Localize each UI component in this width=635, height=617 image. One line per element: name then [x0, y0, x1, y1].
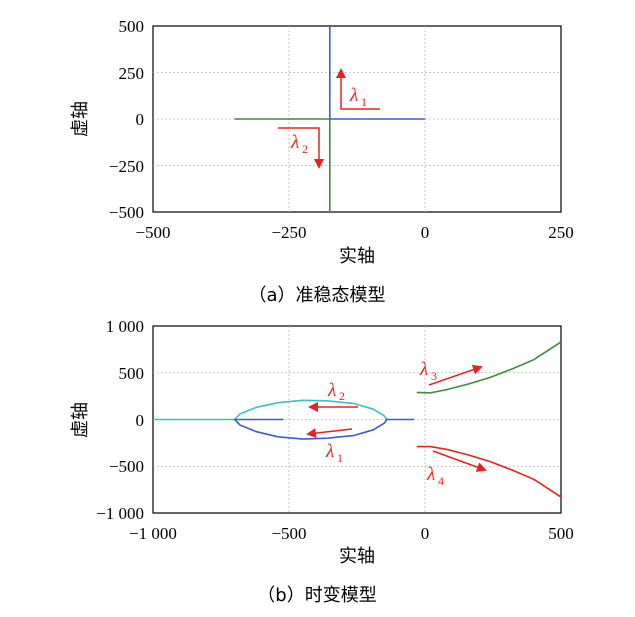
annotation-label: λ [426, 464, 435, 485]
panel-b: −1 000 −500 0 500 1 000 500 0 −500 −1 00… [70, 317, 574, 606]
annotation-label: λ [327, 380, 336, 401]
annotation-lambda-2-a: λ 2 [278, 127, 324, 169]
series-line-3 [416, 341, 562, 394]
x-tick-labels-b: −1 000 −500 0 500 [129, 524, 574, 543]
x-tick-label: 500 [548, 524, 574, 543]
y-tick-labels-a: 500 250 0 −250 −500 [109, 17, 144, 222]
annotation-subscript: 2 [302, 142, 308, 156]
annotation-subscript: 1 [337, 451, 343, 465]
x-tick-label: −250 [271, 223, 306, 242]
x-axis-label-a: 实轴 [339, 246, 375, 267]
y-tick-label: −500 [109, 203, 144, 222]
series-line-4 [416, 445, 562, 498]
y-tick-label: 250 [119, 64, 145, 83]
caption-b: （b）时变模型 [257, 585, 376, 606]
y-tick-label: 500 [119, 364, 145, 383]
y-tick-label: 0 [136, 110, 145, 129]
annotation-arrow [432, 450, 487, 472]
x-tick-label: −1 000 [129, 524, 177, 543]
y-tick-labels-b: 1 000 500 0 −500 −1 000 [96, 317, 144, 523]
caption-a: （a）准稳态模型 [248, 285, 385, 306]
y-tick-label: −1 000 [96, 504, 144, 523]
x-tick-label: 0 [421, 524, 430, 543]
series-group-b [153, 341, 562, 498]
annotation-label: λ [349, 85, 358, 106]
annotation-lambda-1-b: λ 1 [306, 428, 353, 465]
annotation-arrow [428, 364, 483, 386]
series-line-2 [234, 118, 331, 212]
y-tick-label: 1 000 [106, 317, 144, 336]
annotation-label: λ [419, 359, 428, 380]
y-tick-label: −500 [109, 457, 144, 476]
annotation-arrow [336, 68, 380, 110]
y-tick-label: 500 [119, 17, 145, 36]
annotation-lambda-3-b: λ 3 [419, 359, 483, 386]
annotation-subscript: 2 [339, 389, 345, 403]
y-tick-label: −250 [109, 157, 144, 176]
annotation-lambda-2-b: λ 2 [308, 380, 358, 412]
annotation-arrow [306, 428, 353, 439]
annotation-label: λ [325, 441, 334, 462]
annotation-subscript: 1 [361, 95, 367, 109]
x-tick-label: −500 [271, 524, 306, 543]
x-tick-labels-a: −500 −250 0 250 [135, 223, 573, 242]
y-axis-label-a: 虚轴 [70, 101, 91, 137]
series-line-1 [153, 399, 388, 421]
annotation-arrow [278, 127, 324, 169]
series-group-a [234, 26, 425, 212]
y-axis-label-b: 虚轴 [70, 402, 91, 438]
x-tick-label: −500 [135, 223, 170, 242]
series-line-2 [233, 418, 415, 440]
y-tick-label: 0 [136, 411, 145, 430]
x-axis-label-b: 实轴 [339, 546, 375, 567]
x-tick-label: 250 [548, 223, 574, 242]
annotation-lambda-1-a: λ 1 [336, 68, 380, 110]
panel-a: −500 −250 0 250 500 250 0 −250 −500 实轴 虚… [70, 17, 574, 306]
annotation-subscript: 4 [438, 474, 444, 488]
x-tick-label: 0 [421, 223, 430, 242]
annotation-lambda-4-b: λ 4 [426, 450, 487, 488]
annotation-subscript: 3 [431, 369, 437, 383]
annotation-label: λ [290, 132, 299, 153]
